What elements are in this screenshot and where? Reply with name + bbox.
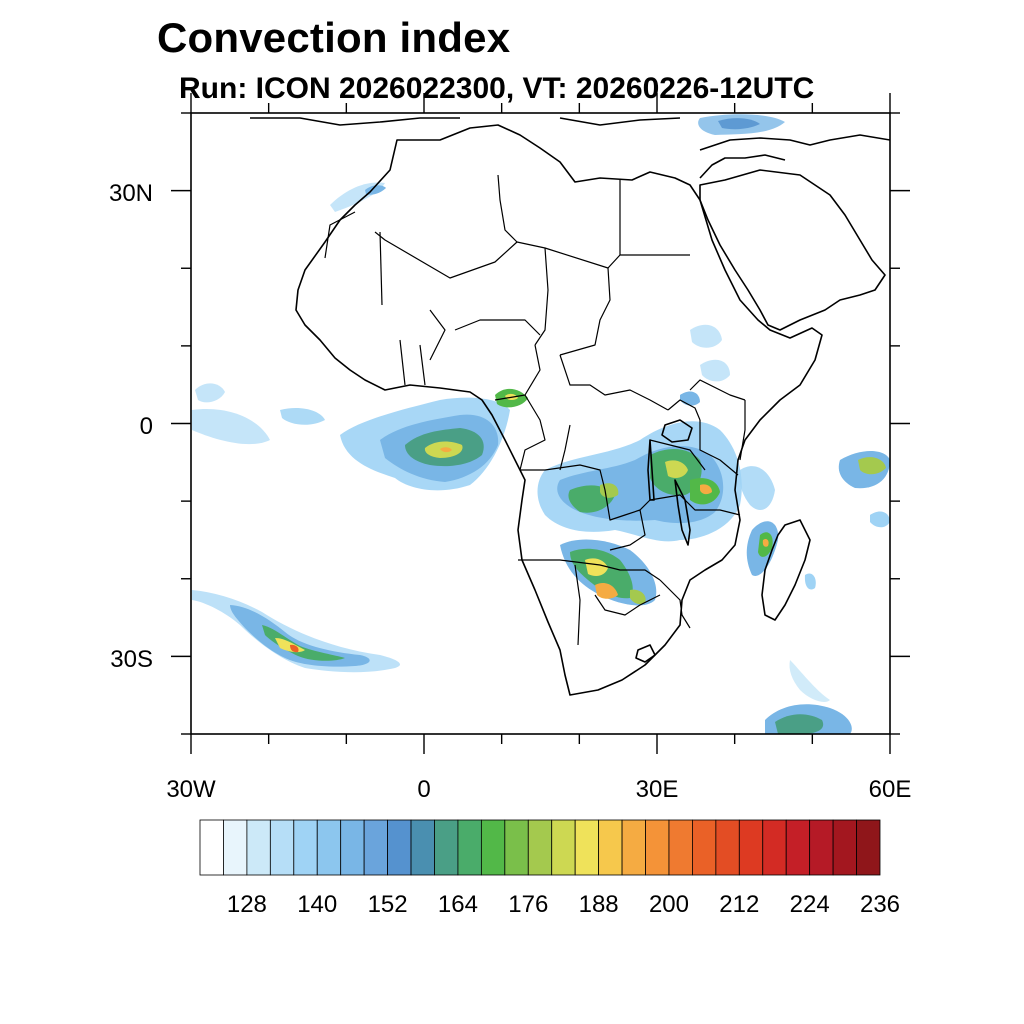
colorbar-swatch <box>340 819 365 876</box>
colorbar-swatch <box>738 819 764 876</box>
colorbar-swatch <box>598 819 623 876</box>
colorbar-swatch <box>645 819 670 876</box>
colorbar <box>199 819 881 876</box>
colorbar-swatch <box>293 819 318 876</box>
axis-ticks <box>171 93 910 754</box>
convection-field <box>192 114 890 734</box>
colorbar-swatch <box>668 819 693 876</box>
colorbar-swatch <box>527 819 553 876</box>
colorbar-swatch <box>410 819 435 876</box>
colorbar-tick-label: 176 <box>508 891 548 918</box>
colorbar-swatch <box>387 819 412 876</box>
lat-label-30n: 30N <box>109 180 153 207</box>
colorbar-swatch <box>621 819 646 876</box>
lat-label-30n-text: 30N <box>109 180 153 207</box>
colorbar-swatch <box>856 819 881 876</box>
lat-label-0-text: 0 <box>140 413 153 440</box>
country-borders <box>324 174 746 646</box>
colorbar-swatch <box>551 819 576 876</box>
colorbar-tick-label: 140 <box>297 891 337 918</box>
colorbar-tick-label: 188 <box>579 891 619 918</box>
colorbar-swatch <box>574 819 600 876</box>
colorbar-swatch <box>199 819 224 876</box>
colorbar-tick-label: 152 <box>368 891 408 918</box>
lat-label-0: 0 <box>140 413 153 440</box>
lon-label-30w: 30W <box>166 776 216 803</box>
colorbar-swatch <box>480 819 506 876</box>
colorbar-swatch <box>223 819 248 876</box>
colorbar-swatch <box>809 819 834 876</box>
lat-label-30s-text: 30S <box>110 646 153 673</box>
colorbar-swatch <box>434 819 459 876</box>
colorbar-swatch <box>762 819 787 876</box>
colorbar-tick-label: 200 <box>649 891 689 918</box>
colorbar-labels: 128 140 152 164 176 188 200 212 224 236 <box>227 891 900 918</box>
colorbar-swatch <box>269 819 295 876</box>
colorbar-swatch <box>457 819 482 876</box>
colorbar-swatch <box>832 819 857 876</box>
chart-title: Convection index <box>157 14 511 61</box>
colorbar-swatch <box>504 819 529 876</box>
colorbar-tick-label: 224 <box>790 891 830 918</box>
lon-label-30e: 30E <box>636 776 679 803</box>
lon-label-0: 0 <box>417 776 430 803</box>
colorbar-tick-label: 164 <box>438 891 478 918</box>
colorbar-swatch <box>692 819 717 876</box>
colorbar-swatch <box>785 819 811 876</box>
colorbar-swatch <box>246 819 271 876</box>
colorbar-tick-label: 128 <box>227 891 267 918</box>
lat-label-30s: 30S <box>110 646 153 673</box>
lon-label-60e: 60E <box>869 776 912 803</box>
colorbar-tick-label: 236 <box>860 891 900 918</box>
chart-subtitle: Run: ICON 2026022300, VT: 20260226-12UTC <box>179 72 815 105</box>
colorbar-swatch <box>316 819 342 876</box>
colorbar-tick-label: 212 <box>719 891 759 918</box>
colorbar-swatch <box>363 819 388 876</box>
colorbar-swatch <box>715 819 740 876</box>
